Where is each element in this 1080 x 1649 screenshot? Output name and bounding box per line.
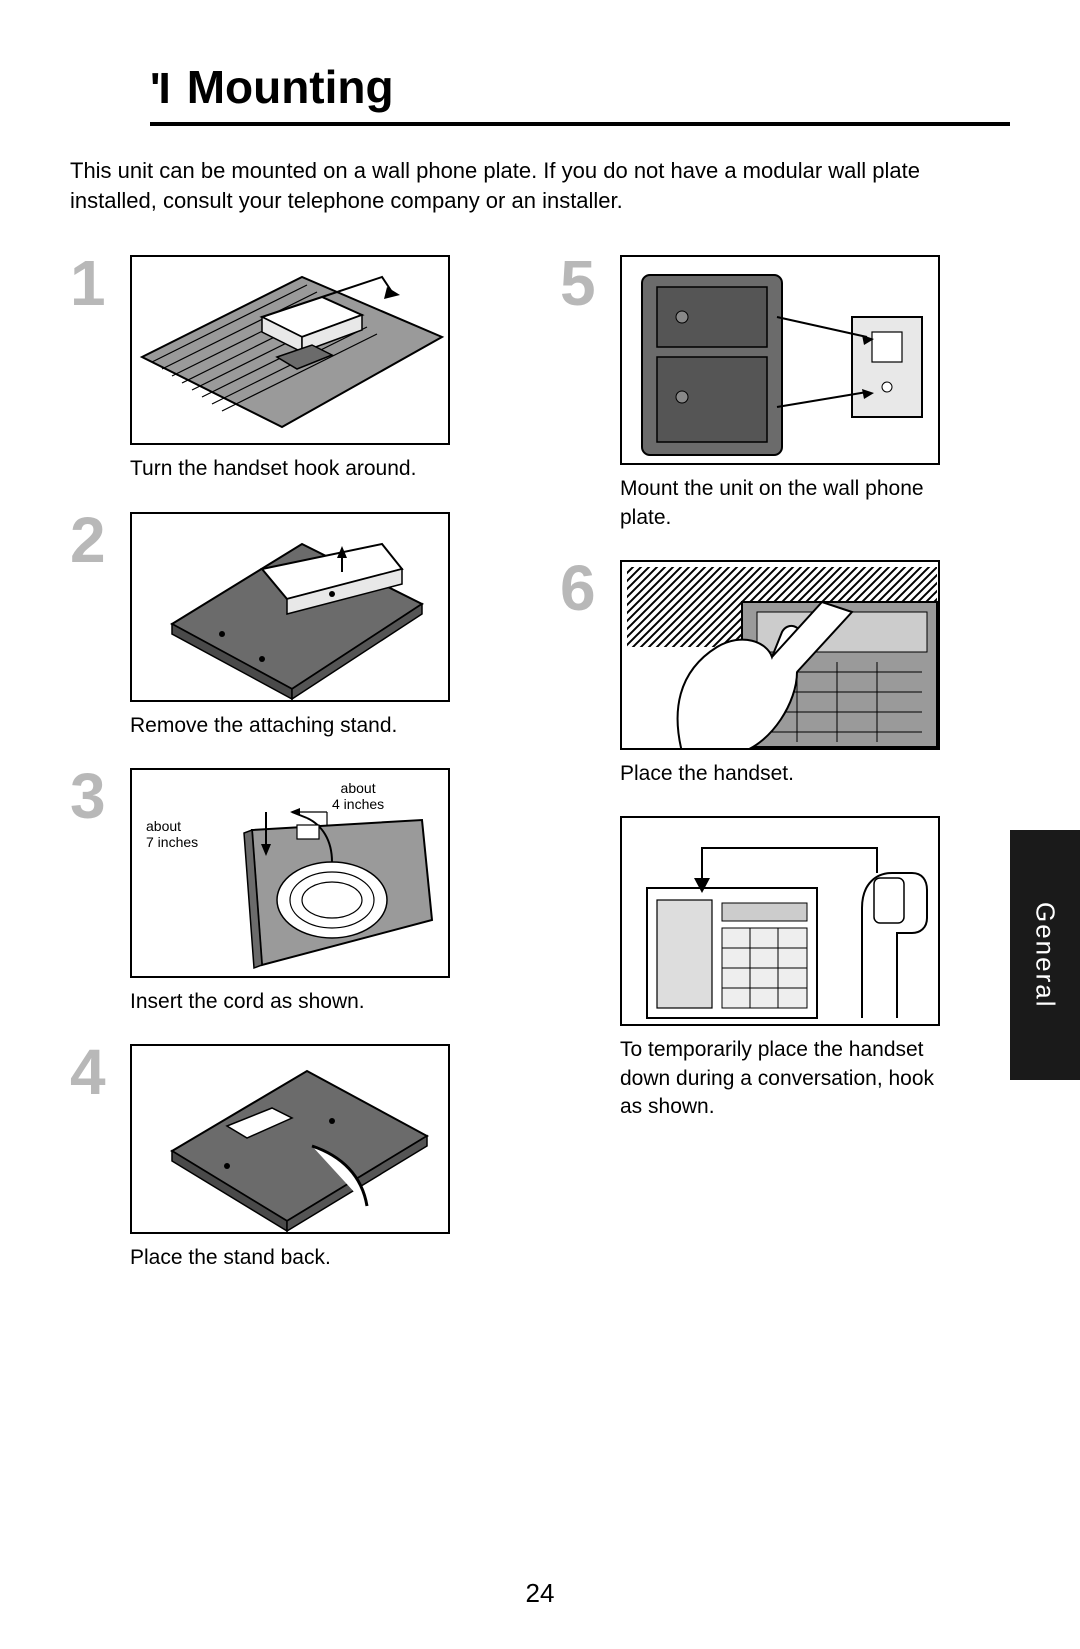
steps-columns: 1 bbox=[70, 255, 1010, 1300]
section-tab-label: General bbox=[1030, 902, 1061, 1009]
step-3-label-left: about 7 inches bbox=[146, 818, 198, 850]
right-column: 5 bbox=[560, 255, 1010, 1300]
step-3-caption: Insert the cord as shown. bbox=[130, 988, 450, 1016]
step-2: 2 bbox=[70, 512, 520, 740]
step-number: 1 bbox=[70, 255, 130, 313]
step-3-figure: about 4 inches about 7 inches bbox=[130, 768, 450, 978]
step-7-figure bbox=[620, 816, 940, 1026]
step-4-figure bbox=[130, 1044, 450, 1234]
step-3: 3 about 4 inches about 7 inches bbox=[70, 768, 520, 1016]
manual-page: 'I Mounting This unit can be mounted on … bbox=[0, 0, 1080, 1341]
step-number: 6 bbox=[560, 560, 620, 618]
step-4-caption: Place the stand back. bbox=[130, 1244, 450, 1272]
step-3-label-top: about 4 inches bbox=[332, 780, 384, 812]
title-prefix: 'I bbox=[150, 64, 169, 114]
step-6-caption: Place the handset. bbox=[620, 760, 940, 788]
left-column: 1 bbox=[70, 255, 520, 1300]
page-number: 24 bbox=[526, 1578, 555, 1609]
step-1-figure bbox=[130, 255, 450, 445]
step-number: 3 bbox=[70, 768, 130, 826]
section-tab: General bbox=[1010, 830, 1080, 1080]
step-1-caption: Turn the handset hook around. bbox=[130, 455, 450, 483]
step-7: To temporarily place the handset down du… bbox=[560, 816, 1010, 1121]
step-5-figure bbox=[620, 255, 940, 465]
step-2-caption: Remove the attaching stand. bbox=[130, 712, 450, 740]
intro-paragraph: This unit can be mounted on a wall phone… bbox=[70, 156, 1010, 215]
step-1: 1 bbox=[70, 255, 520, 483]
step-number: 5 bbox=[560, 255, 620, 313]
step-number: 2 bbox=[70, 512, 130, 570]
step-5-caption: Mount the unit on the wall phone plate. bbox=[620, 475, 940, 532]
step-2-figure bbox=[130, 512, 450, 702]
step-6: 6 bbox=[560, 560, 1010, 788]
page-title-row: 'I Mounting bbox=[150, 60, 1010, 126]
page-title: Mounting bbox=[187, 60, 394, 114]
step-4: 4 Place the stand back. bbox=[70, 1044, 520, 1272]
step-6-figure bbox=[620, 560, 940, 750]
step-number: 4 bbox=[70, 1044, 130, 1102]
step-7-caption: To temporarily place the handset down du… bbox=[620, 1036, 940, 1121]
step-5: 5 bbox=[560, 255, 1010, 532]
